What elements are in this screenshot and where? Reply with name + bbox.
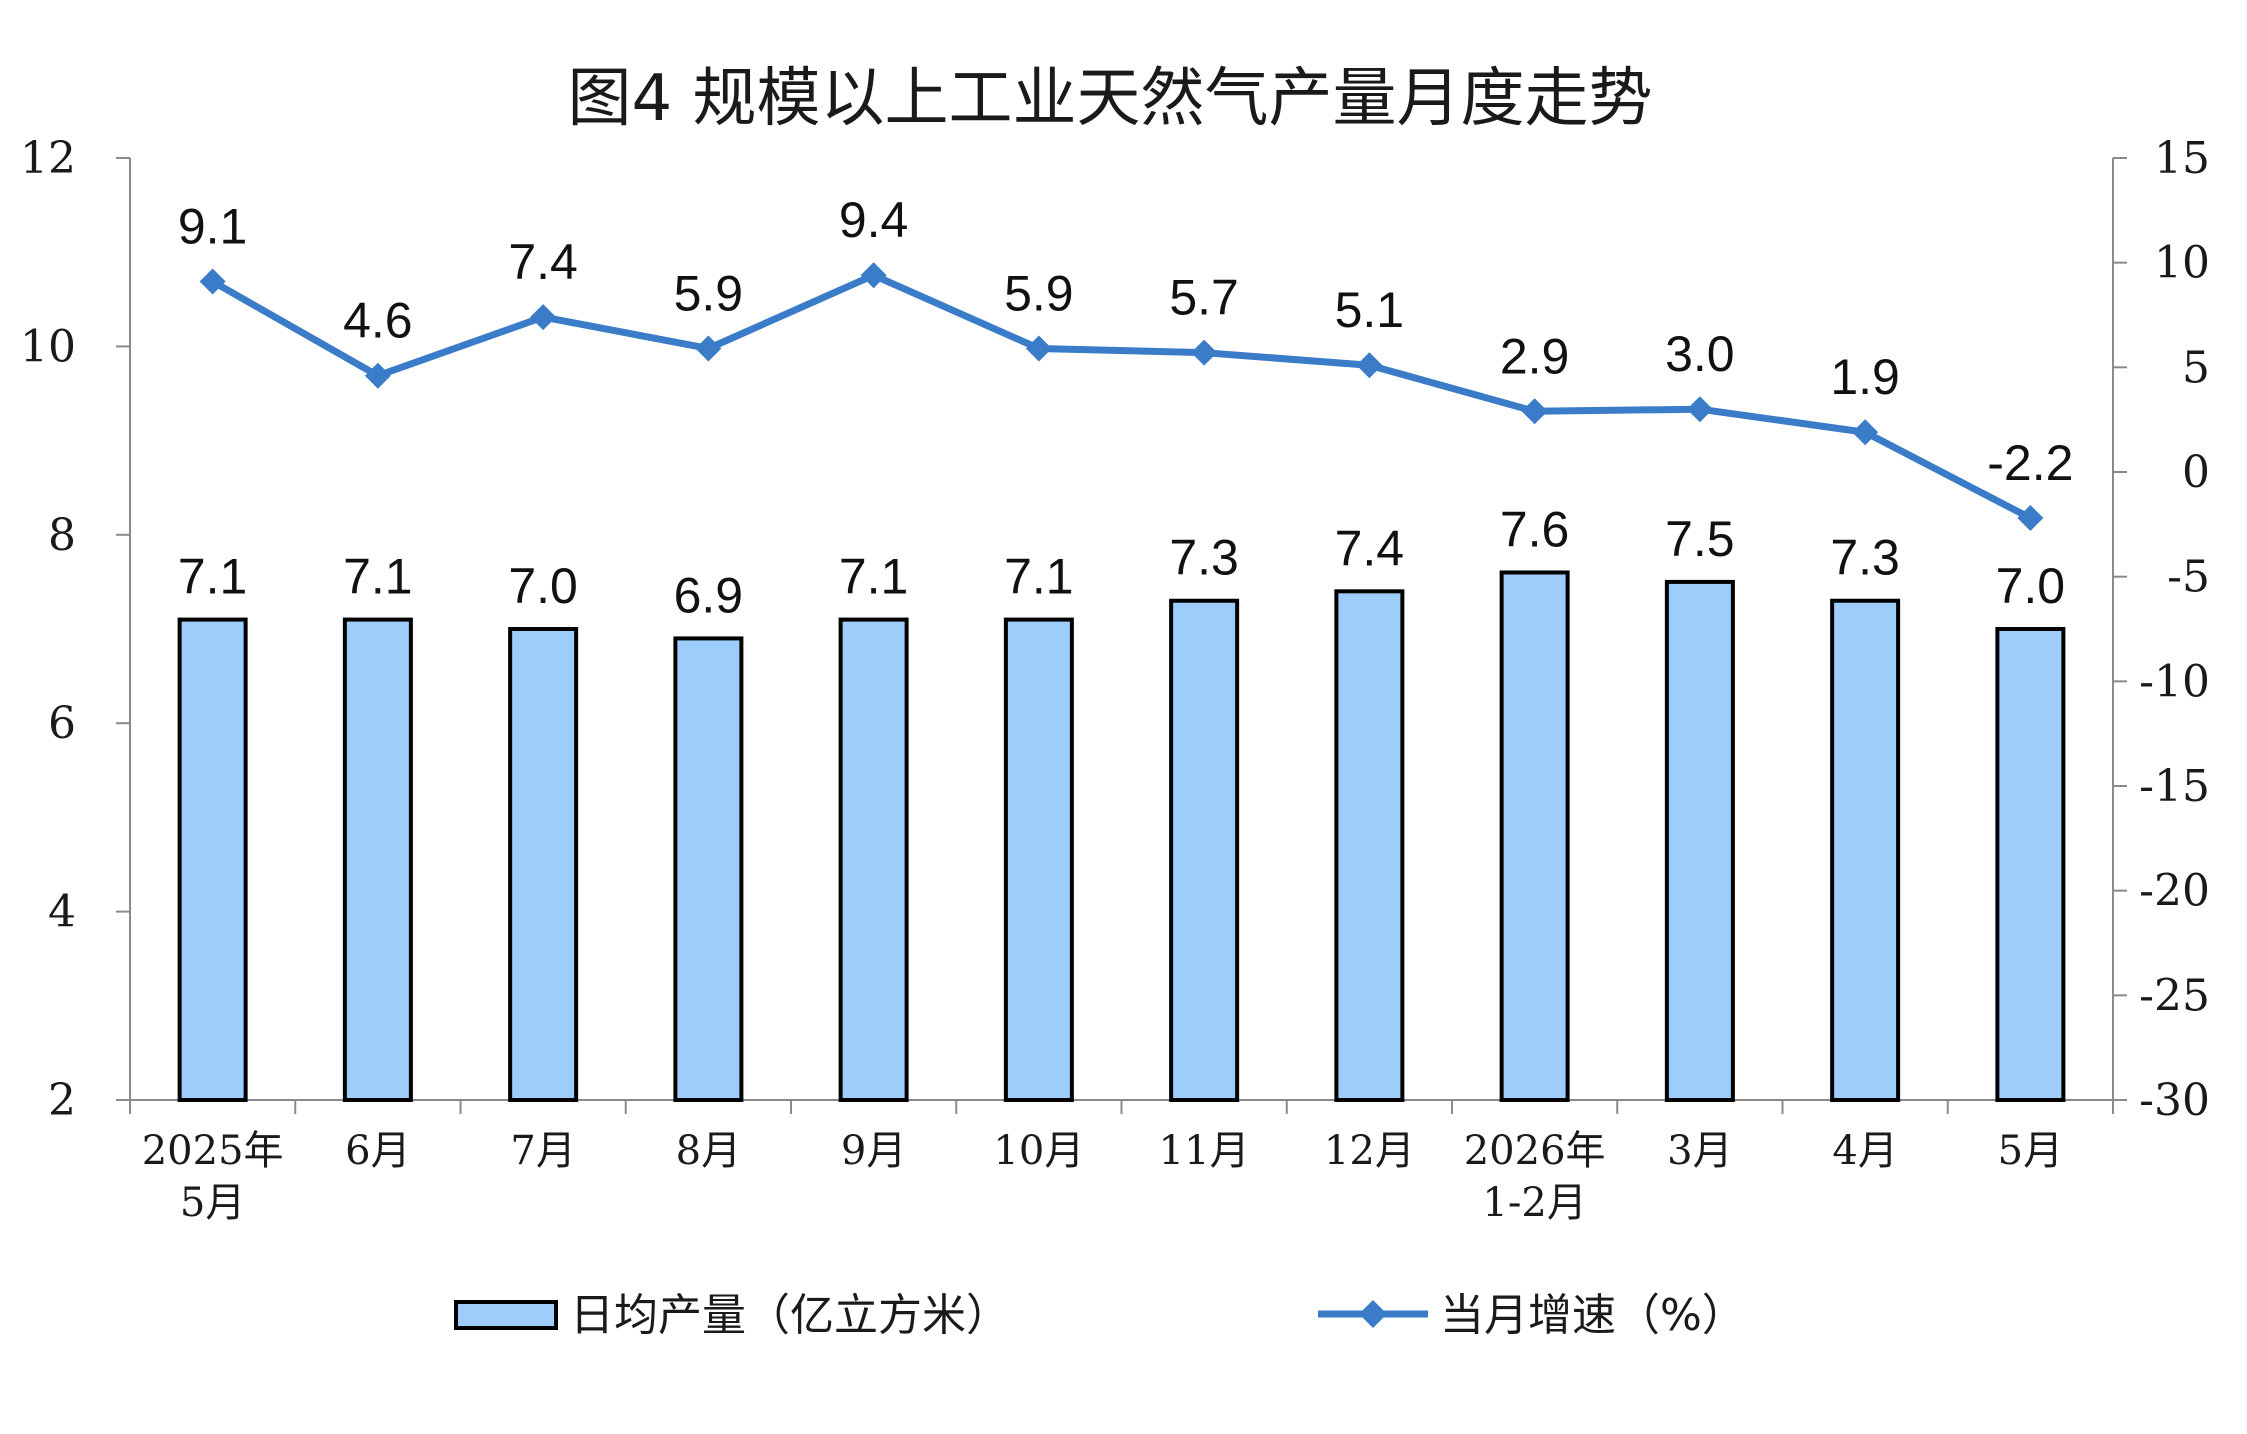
bar-value-label: 6.9 (674, 567, 744, 623)
bar-value-label: 7.1 (343, 549, 413, 605)
line-point (860, 262, 887, 289)
bar-value-label: 7.5 (1665, 511, 1735, 567)
bar-value-label: 7.1 (839, 549, 909, 605)
line-point (530, 304, 557, 331)
legend: 日均产量（亿立方米） 当月增速（%） (454, 1290, 1746, 1341)
line-point (695, 335, 722, 362)
y-right-tick-label: 5 (2182, 342, 2210, 393)
line-point (2017, 505, 2044, 532)
bar-value-label: 7.6 (1500, 501, 1570, 557)
line-value-label: 3.0 (1665, 326, 1735, 382)
x-tick-label: 5月 (180, 1180, 245, 1226)
bar-value-label: 7.1 (1004, 549, 1074, 605)
bar-value-label: 7.0 (1996, 558, 2066, 614)
bar-value-label: 7.4 (1335, 520, 1405, 576)
x-tick-label: 2026年 (1464, 1128, 1606, 1174)
line-value-label: -2.2 (1987, 435, 2073, 491)
bar (1995, 627, 2066, 1102)
growth-line (210, 271, 2032, 522)
legend-bar-swatch (454, 1300, 558, 1330)
x-tick-label: 7月 (510, 1128, 575, 1174)
axes: 2 4 6 8 10 12 -30 -25 -20 -15 -10 -5 0 5 10 15 (20, 133, 2210, 1126)
line-point (1025, 335, 1052, 362)
y-left-tick-label: 2 (48, 1075, 76, 1126)
y-left-tick-label: 4 (48, 887, 76, 938)
line-value-label: 7.4 (508, 234, 578, 290)
line-point (364, 362, 391, 389)
x-tick-label: 9月 (841, 1128, 906, 1174)
bar (342, 617, 413, 1103)
y-right-tick-label: 10 (2154, 238, 2210, 289)
bar-value-label: 7.1 (178, 549, 248, 605)
line-point (1686, 396, 1713, 423)
bar (1334, 589, 1405, 1102)
line-value-label: 1.9 (1830, 349, 1900, 405)
y-left-tick-label: 6 (48, 698, 76, 749)
line-point (1852, 419, 1879, 446)
line-value-label: 5.9 (674, 265, 744, 321)
line-value-label: 5.7 (1169, 270, 1239, 326)
y-left-tick-label: 8 (48, 510, 76, 561)
line-value-label: 9.1 (178, 199, 248, 255)
line-value-label: 2.9 (1500, 328, 1570, 384)
bar-value-label: 7.3 (1169, 530, 1239, 586)
x-tick-label: 5月 (1998, 1128, 2063, 1174)
bar (673, 636, 744, 1102)
y-right-tick-label: -20 (2139, 866, 2210, 917)
bar (1499, 570, 1570, 1102)
x-tick-label: 2025年 (142, 1128, 284, 1174)
line-value-label: 5.9 (1004, 265, 1074, 321)
x-tick-label: 10月 (993, 1128, 1084, 1174)
legend-bar-label: 日均产量（亿立方米） (570, 1290, 1010, 1341)
y-right-tick-label: 15 (2154, 133, 2210, 184)
x-tick-label: 12月 (1324, 1128, 1415, 1174)
line-point (1191, 339, 1218, 366)
bar-series (177, 570, 2066, 1103)
legend-line-label: 当月增速（%） (1440, 1290, 1746, 1341)
line-point (199, 268, 226, 295)
y-right-tick-label: -30 (2139, 1075, 2210, 1126)
x-tick-label: 1-2月 (1482, 1180, 1586, 1226)
y-left-tick-label: 10 (20, 321, 76, 372)
y-right-tick-label: -25 (2139, 970, 2210, 1021)
y-left-tick-label: 12 (20, 133, 76, 184)
chart-title: 图4 规模以上工业天然气产量月度走势 (567, 62, 1652, 136)
bar (1003, 617, 1074, 1103)
x-tick-label: 3月 (1667, 1128, 1732, 1174)
bar (1169, 598, 1240, 1102)
y-right-tick-label: 0 (2182, 447, 2210, 498)
x-tick-label: 8月 (676, 1128, 741, 1174)
bar (177, 617, 248, 1103)
x-tick-label: 11月 (1159, 1128, 1250, 1174)
y-right-tick-label: -15 (2139, 761, 2210, 812)
line-value-label: 4.6 (343, 293, 413, 349)
line-data-labels: 9.1 4.6 7.4 5.9 9.4 5.9 5.7 5.1 2.9 3.0 1.9 -2.2 (178, 192, 2074, 491)
x-tick-labels: 2025年 5月 6月 7月 8月 9月 10月 11月 12月 2026年 1-2月 3月 4月 5月 (142, 1128, 2063, 1226)
y-right-tick-label: -5 (2167, 552, 2210, 603)
bar-value-label: 7.3 (1830, 530, 1900, 586)
legend-line-marker (1359, 1300, 1387, 1328)
line-value-label: 5.1 (1335, 282, 1405, 338)
bar (508, 627, 579, 1102)
x-tick-label: 4月 (1832, 1128, 1897, 1174)
bar (838, 617, 909, 1103)
bar-value-label: 7.0 (508, 558, 578, 614)
x-tick-label: 6月 (345, 1128, 410, 1174)
line-point (1521, 398, 1548, 425)
line-point (1356, 352, 1383, 379)
bar (1664, 579, 1735, 1102)
y-right-tick-label: -10 (2139, 656, 2210, 707)
bar-data-labels: 7.1 7.1 7.0 6.9 7.1 7.1 7.3 7.4 7.6 7.5 7.3 7.0 (178, 501, 2065, 623)
line-series (199, 262, 2044, 532)
bar (1830, 598, 1901, 1102)
line-value-label: 9.4 (839, 192, 909, 248)
